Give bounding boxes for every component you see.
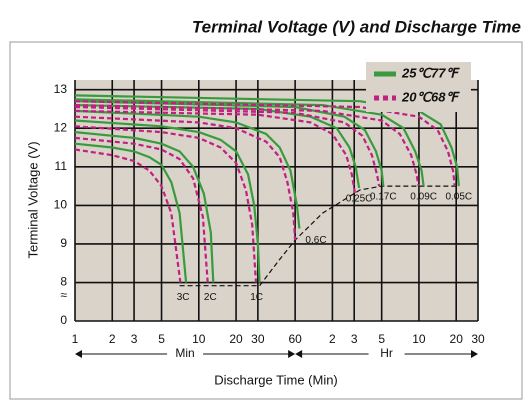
discharge-curve [74, 115, 297, 241]
rate-label: 2C [204, 292, 217, 303]
discharge-curve [74, 142, 188, 283]
rate-label: 0.09C [410, 192, 437, 203]
x-tick-label: 2 [109, 332, 116, 346]
discharge-curve [74, 104, 420, 187]
x-tick-label: 20 [229, 332, 243, 346]
x-tick-label: 20 [450, 332, 464, 346]
discharge-curve [74, 136, 209, 283]
x-unit-label: Min [175, 346, 194, 360]
y-tick-label: 10 [54, 198, 68, 212]
x-tick-label: 2 [329, 332, 336, 346]
arrow-head [75, 350, 82, 358]
arrow-head [471, 350, 478, 358]
discharge-curve [74, 125, 258, 283]
y-tick-label: 11 [55, 159, 68, 173]
rate-label: 0.17C [370, 192, 397, 203]
chart-title: Terminal Voltage (V) and Discharge Time [192, 17, 521, 36]
discharge-curve [74, 100, 456, 187]
y-tick-label: 8 [60, 275, 67, 289]
x-tick-label: 3 [351, 332, 358, 346]
y-tick-label: 13 [54, 82, 68, 96]
discharge-curve [74, 100, 385, 187]
x-tick-label: 10 [412, 332, 426, 346]
discharge-curve [74, 109, 357, 194]
arrow-head [288, 350, 296, 358]
y-axis-label: Terminal Voltage (V) [25, 141, 40, 258]
legend-box [366, 62, 471, 112]
x-tick-label: 5 [378, 332, 385, 346]
rate-label: 3C [177, 292, 190, 303]
legend-label: 20℃68℉ [401, 89, 461, 104]
discharge-curve [74, 104, 361, 189]
x-tick-label: 30 [251, 332, 265, 346]
x-tick-label: 3 [131, 332, 138, 346]
rate-label: 1C [250, 292, 263, 303]
rate-label: 0.6C [305, 235, 326, 246]
rate-label: 0.05C [445, 192, 472, 203]
x-unit-label: Hr [380, 346, 393, 360]
y-tick-label: 9 [60, 236, 67, 250]
discharge-curve [74, 131, 215, 283]
discharge-curve [74, 94, 460, 187]
discharge-curve [74, 109, 301, 229]
y-tick-label: 0 [60, 313, 67, 327]
axis-break: ≈ [60, 288, 67, 302]
x-tick-label: 30 [471, 332, 485, 346]
rate-label: 0.25C [346, 194, 373, 205]
discharge-curve [74, 119, 261, 283]
legend-label: 25℃77℉ [401, 65, 461, 80]
y-tick-label: 12 [54, 120, 68, 134]
x-tick-label: 1 [72, 332, 79, 346]
arrow-head [295, 350, 303, 358]
discharge-curve [74, 98, 425, 187]
x-tick-label: 10 [192, 332, 206, 346]
discharge-curve [74, 105, 381, 187]
x-tick-label: 60 [288, 332, 302, 346]
x-tick-label: 5 [158, 332, 165, 346]
x-axis-label: Discharge Time (Min) [214, 372, 338, 387]
